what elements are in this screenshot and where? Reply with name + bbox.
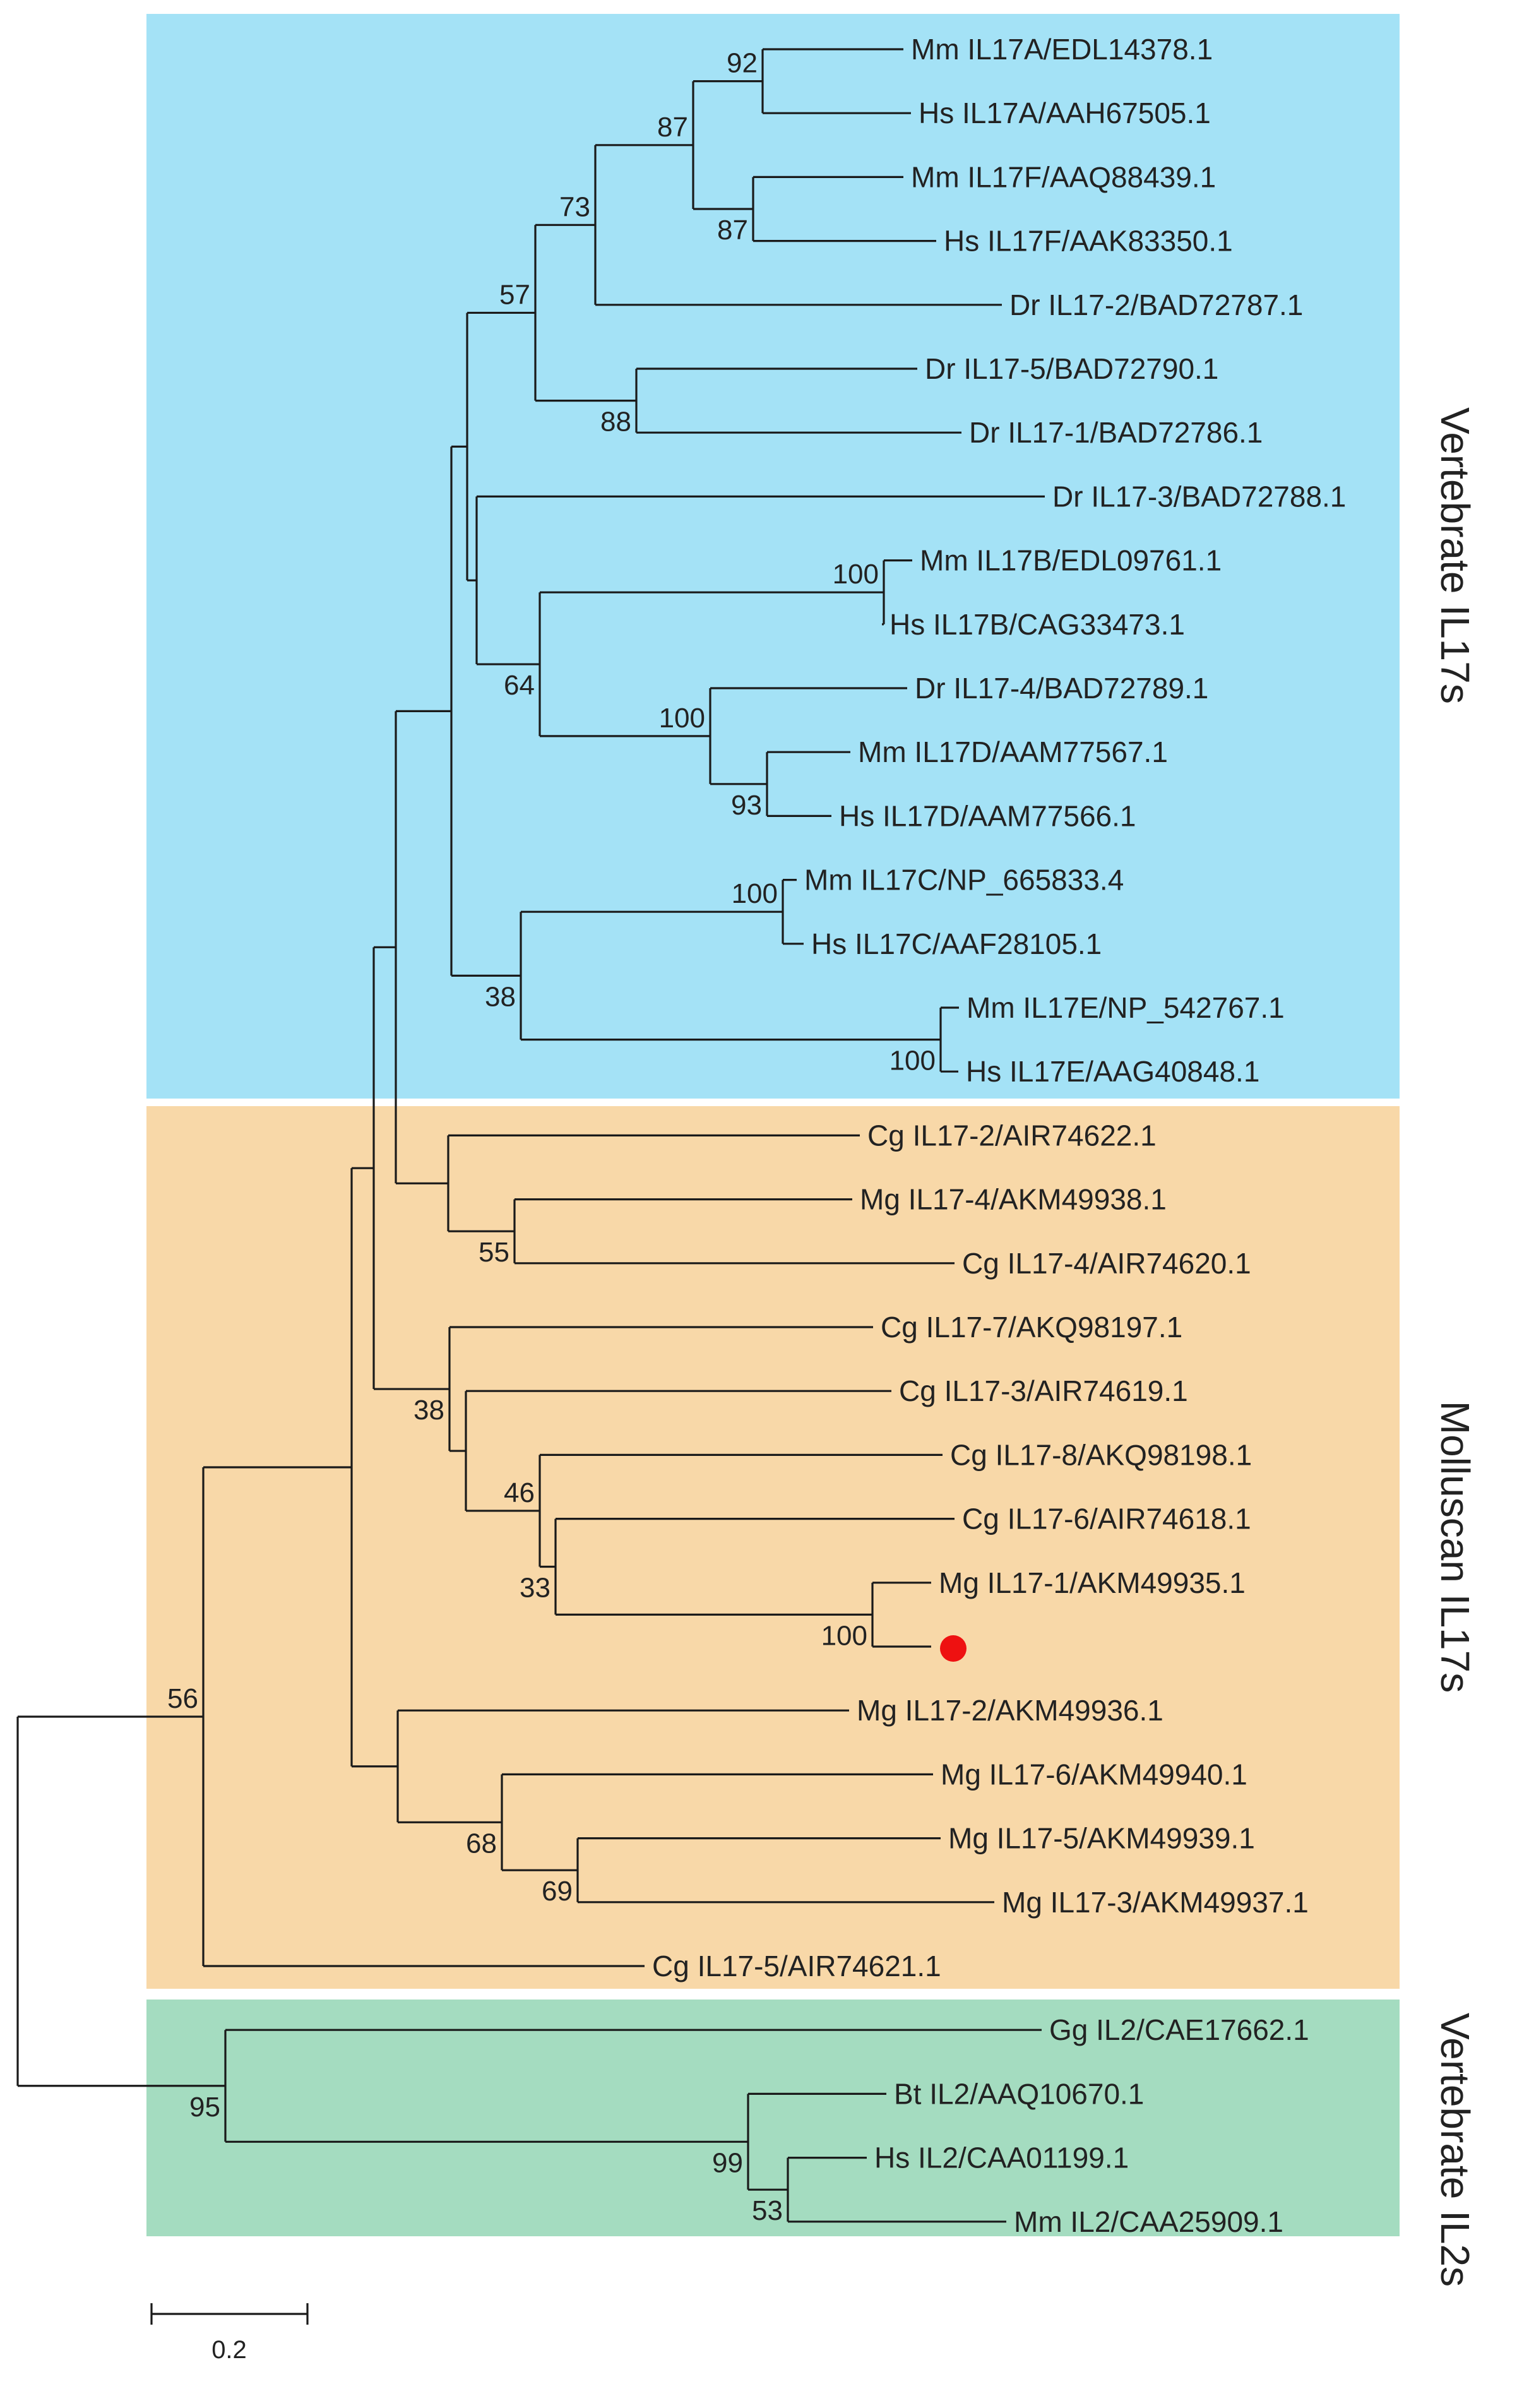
bootstrap-value: 33	[520, 1573, 550, 1604]
leaf-label: Mg IL17-4/AKM49938.1	[860, 1183, 1167, 1216]
group-label-molluscan-il17: Molluscan IL17s	[1432, 1401, 1478, 1693]
leaf-label: Hs IL17D/AAM77566.1	[839, 799, 1136, 832]
bootstrap-value: 38	[413, 1395, 444, 1426]
bootstrap-value: 100	[833, 559, 879, 590]
leaf-label: Hs IL17F/AAK83350.1	[944, 225, 1233, 258]
bootstrap-value: 68	[466, 1828, 497, 1859]
leaf-label: Cg IL17-4/AIR74620.1	[962, 1247, 1251, 1280]
molluscan-il17-region	[146, 1106, 1400, 1989]
leaf-label: Mm IL17F/AAQ88439.1	[911, 160, 1216, 193]
query-sequence-marker	[940, 1635, 967, 1662]
scale-bar: 0.2	[150, 2303, 309, 2364]
bootstrap-value: 100	[659, 703, 705, 734]
leaf-label: Dr IL17-1/BAD72786.1	[969, 416, 1263, 449]
bootstrap-value: 87	[717, 215, 748, 246]
bootstrap-value: 100	[889, 1046, 936, 1076]
leaf-label: Hs IL17C/AAF28105.1	[811, 927, 1102, 960]
bootstrap-value: 73	[559, 191, 590, 222]
group-label-vertebrate-il17: Vertebrate IL17s	[1432, 407, 1478, 704]
leaf-label: Cg IL17-5/AIR74621.1	[652, 1950, 941, 1982]
bootstrap-value: 46	[504, 1477, 535, 1508]
leaf-label: Mm IL17C/NP_665833.4	[804, 864, 1124, 897]
bootstrap-value: 64	[504, 670, 535, 701]
leaf-label: Mm IL17A/EDL14378.1	[911, 33, 1213, 66]
leaf-label: Hs IL17E/AAG40848.1	[966, 1055, 1259, 1088]
leaf-label: Hs IL2/CAA01199.1	[874, 2142, 1129, 2174]
leaf-label: Mg IL17-1/AKM49935.1	[939, 1566, 1246, 1599]
leaf-label: Cg IL17-8/AKQ98198.1	[950, 1438, 1252, 1471]
leaf-label: Gg IL2/CAE17662.1	[1049, 2013, 1309, 2046]
leaf-label: Hs IL17A/AAH67505.1	[919, 97, 1211, 129]
bootstrap-value: 93	[731, 790, 762, 821]
bootstrap-value: 56	[167, 1683, 198, 1714]
leaf-label: Bt IL2/AAQ10670.1	[894, 2077, 1144, 2110]
bootstrap-value: 87	[657, 112, 688, 143]
bootstrap-value: 88	[600, 407, 631, 438]
leaf-label: Mg IL17-6/AKM49940.1	[941, 1758, 1247, 1791]
leaf-label: Cg IL17-7/AKQ98197.1	[881, 1311, 1182, 1344]
bootstrap-value: 55	[479, 1237, 509, 1268]
leaf-label: Mm IL17B/EDL09761.1	[920, 544, 1222, 577]
bootstrap-value: 99	[712, 2147, 743, 2178]
bootstrap-value: 38	[485, 981, 516, 1012]
leaf-label: Mg IL17-2/AKM49936.1	[857, 1694, 1163, 1727]
bootstrap-value: 100	[732, 878, 778, 909]
bootstrap-value: 92	[727, 48, 758, 79]
group-label-vertebrate-il2: Vertebrate IL2s	[1432, 2013, 1478, 2287]
leaf-label: Dr IL17-3/BAD72788.1	[1052, 480, 1346, 513]
leaf-label: Mg IL17-5/AKM49939.1	[948, 1822, 1255, 1855]
bootstrap-value: 95	[189, 2092, 220, 2123]
leaf-label: Mg IL17-3/AKM49937.1	[1002, 1886, 1309, 1919]
leaf-label: Dr IL17-2/BAD72787.1	[1009, 289, 1303, 321]
leaf-label: Mm IL17E/NP_542767.1	[967, 991, 1285, 1024]
bootstrap-value: 57	[499, 279, 530, 310]
leaf-label: Mm IL17D/AAM77567.1	[858, 736, 1168, 768]
leaf-label: Dr IL17-5/BAD72790.1	[925, 352, 1218, 385]
scale-bar-label: 0.2	[211, 2336, 247, 2364]
vertebrate-il17-region	[146, 14, 1400, 1099]
leaf-label: Cg IL17-3/AIR74619.1	[899, 1374, 1188, 1407]
leaf-label: Cg IL17-6/AIR74618.1	[962, 1503, 1251, 1535]
leaf-label: Mm IL2/CAA25909.1	[1014, 2205, 1283, 2238]
bootstrap-value: 53	[752, 2195, 783, 2226]
leaf-label: Hs IL17B/CAG33473.1	[889, 608, 1185, 641]
vertebrate-il2-region	[146, 2000, 1400, 2236]
bootstrap-value: 69	[542, 1876, 573, 1907]
leaf-label: Cg IL17-2/AIR74622.1	[867, 1119, 1157, 1152]
leaf-label: Dr IL17-4/BAD72789.1	[915, 672, 1208, 705]
bootstrap-value: 100	[821, 1620, 867, 1651]
